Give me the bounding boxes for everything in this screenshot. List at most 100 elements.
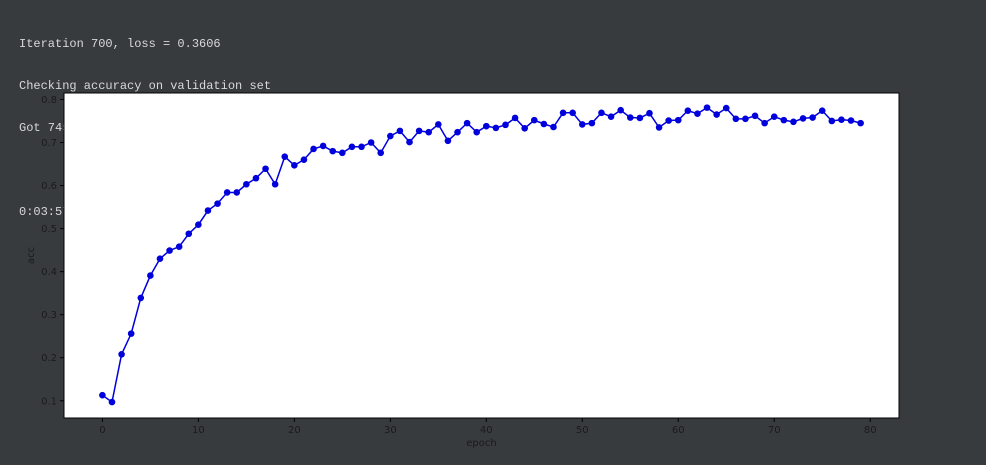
- x-tick-label: 20: [288, 425, 301, 436]
- data-point: [425, 128, 433, 136]
- data-point: [703, 104, 711, 111]
- data-point: [780, 116, 788, 124]
- data-point: [722, 104, 730, 112]
- x-axis-label: epoch: [466, 438, 496, 449]
- data-point: [252, 174, 260, 182]
- x-tick-label: 80: [864, 425, 877, 436]
- x-tick-label: 50: [576, 425, 589, 436]
- data-point: [339, 149, 346, 157]
- data-point: [617, 106, 624, 114]
- data-point: [329, 147, 337, 155]
- data-point: [530, 116, 538, 124]
- data-point: [166, 247, 173, 254]
- data-point: [223, 189, 231, 196]
- data-point: [550, 123, 557, 131]
- data-point: [195, 221, 202, 229]
- data-point: [377, 149, 385, 157]
- y-tick-label: 0.4: [41, 267, 57, 278]
- y-axis-label: acc: [26, 247, 37, 264]
- data-point: [415, 127, 423, 135]
- data-point: [137, 294, 145, 302]
- data-point: [588, 119, 596, 127]
- data-point: [406, 138, 413, 146]
- data-point: [607, 113, 615, 120]
- data-point: [99, 391, 106, 399]
- data-point: [809, 114, 816, 121]
- data-point: [636, 114, 644, 122]
- data-point: [790, 118, 797, 126]
- data-point: [847, 117, 855, 124]
- data-point: [761, 119, 768, 127]
- data-point: [646, 109, 653, 117]
- data-point: [243, 180, 250, 188]
- data-point: [118, 350, 125, 358]
- y-tick-label: 0.5: [41, 224, 57, 235]
- data-point: [511, 114, 519, 122]
- data-point: [310, 145, 317, 153]
- console-line-iteration: Iteration 700, loss = 0.3606: [19, 37, 221, 51]
- data-point: [694, 110, 701, 117]
- data-point: [214, 200, 221, 207]
- data-point: [454, 128, 461, 136]
- data-point: [147, 272, 154, 279]
- data-point: [818, 107, 826, 114]
- console-line-checking: Checking accuracy on validation set: [19, 79, 272, 93]
- data-point: [271, 180, 279, 188]
- data-point: [348, 143, 356, 151]
- data-point: [655, 124, 663, 131]
- data-point: [281, 153, 289, 161]
- y-tick-label: 0.8: [41, 95, 57, 106]
- data-point: [127, 330, 135, 337]
- data-point: [751, 112, 759, 120]
- data-point: [521, 124, 528, 132]
- data-point: [598, 109, 605, 117]
- x-tick-label: 70: [768, 425, 781, 436]
- data-point: [435, 121, 442, 128]
- data-point: [387, 132, 394, 140]
- y-tick-label: 0.2: [41, 353, 57, 364]
- data-point: [319, 142, 327, 150]
- data-point: [770, 113, 778, 120]
- y-tick-label: 0.1: [41, 396, 57, 407]
- data-point: [713, 111, 720, 118]
- data-point: [185, 230, 193, 238]
- data-point: [857, 119, 864, 127]
- data-point: [540, 120, 548, 128]
- data-point: [838, 116, 845, 123]
- data-point: [444, 137, 452, 145]
- data-point: [674, 116, 682, 124]
- x-tick-label: 40: [480, 425, 493, 436]
- data-point: [492, 124, 500, 132]
- data-point: [358, 143, 365, 151]
- x-tick-label: 0: [99, 425, 105, 436]
- data-point: [626, 114, 634, 121]
- data-point: [828, 117, 836, 125]
- data-point: [175, 243, 183, 250]
- y-tick-label: 0.3: [41, 310, 57, 321]
- data-point: [482, 122, 490, 130]
- data-point: [233, 189, 241, 196]
- data-point: [578, 121, 586, 128]
- data-point: [732, 115, 740, 123]
- data-point: [559, 109, 567, 117]
- data-point: [684, 107, 692, 114]
- y-tick-label: 0.6: [41, 181, 57, 192]
- data-point: [665, 117, 672, 124]
- data-point: [569, 109, 576, 117]
- data-point: [156, 255, 164, 263]
- data-point: [473, 128, 481, 136]
- x-tick-label: 10: [192, 425, 205, 436]
- data-point: [396, 127, 404, 135]
- data-point: [291, 162, 298, 169]
- x-tick-label: 30: [384, 425, 397, 436]
- x-tick-label: 60: [672, 425, 685, 436]
- data-point: [502, 121, 509, 129]
- data-point: [367, 139, 375, 146]
- y-tick-label: 0.7: [41, 138, 57, 149]
- data-point: [742, 115, 749, 123]
- data-point: [262, 165, 269, 173]
- data-point: [463, 119, 471, 127]
- data-point: [300, 156, 308, 164]
- data-point: [108, 398, 116, 406]
